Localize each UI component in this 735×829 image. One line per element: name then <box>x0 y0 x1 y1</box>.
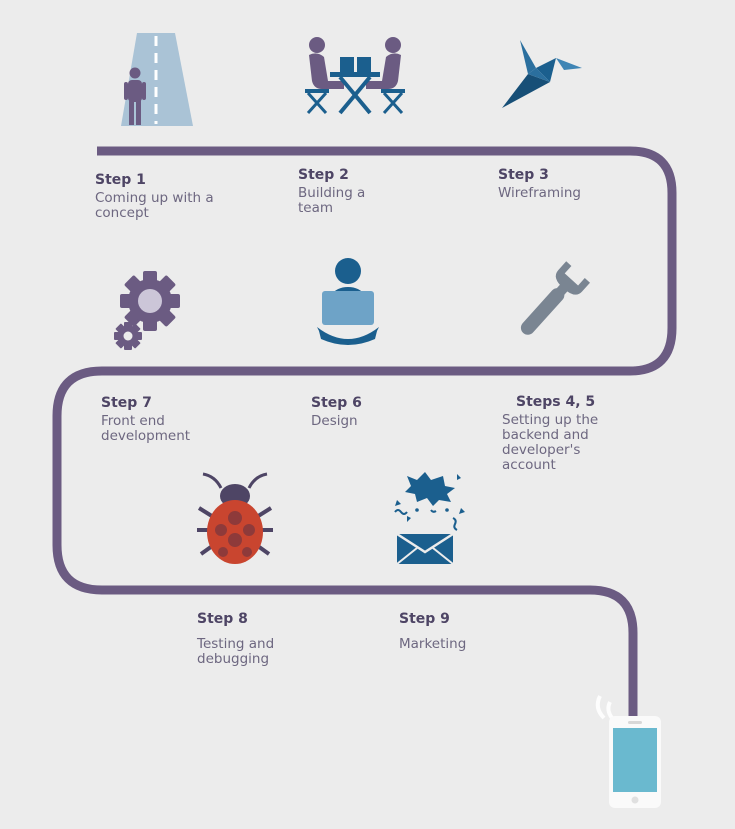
step-desc: Setting up the backend and developer's a… <box>502 412 599 473</box>
step-7: Step 7 Front end development <box>101 395 190 444</box>
step-desc: Wireframing <box>498 185 581 201</box>
ladybug-icon <box>197 472 273 564</box>
step-desc: Marketing <box>399 636 467 652</box>
steps-4-5: Steps 4, 5 Setting up the backend and de… <box>502 394 598 473</box>
laptop-person-icon <box>317 258 379 345</box>
step-desc: Design <box>311 413 358 429</box>
step-title: Step 6 <box>311 395 362 411</box>
envelope-burst-icon <box>394 472 465 565</box>
step-9: Step 9 Marketing <box>399 611 466 652</box>
team-meeting-icon <box>305 37 405 115</box>
wrench-icon <box>520 261 590 335</box>
step-title: Step 8 <box>197 611 248 627</box>
step-6: Step 6 Design <box>311 395 362 429</box>
origami-bird-icon <box>502 40 582 108</box>
step-desc: Testing and debugging <box>197 636 275 667</box>
step-1: Step 1 Coming up with a concept <box>95 172 214 221</box>
timeline-path <box>52 146 677 718</box>
smartphone-icon <box>595 695 661 808</box>
gears-icon <box>114 271 180 350</box>
step-title: Step 2 <box>298 167 349 183</box>
step-8: Step 8 Testing and debugging <box>197 611 274 667</box>
step-title: Step 9 <box>399 611 450 627</box>
step-title: Step 1 <box>95 172 146 188</box>
step-title: Step 7 <box>101 395 152 411</box>
step-2: Step 2 Building a team <box>298 167 365 216</box>
road-person-icon <box>121 33 193 126</box>
step-desc: Building a team <box>298 185 366 216</box>
step-3: Step 3 Wireframing <box>498 167 581 201</box>
step-desc: Coming up with a concept <box>95 190 214 221</box>
step-desc: Front end development <box>101 413 191 444</box>
step-title: Step 3 <box>498 167 549 183</box>
step-title: Steps 4, 5 <box>516 394 596 410</box>
